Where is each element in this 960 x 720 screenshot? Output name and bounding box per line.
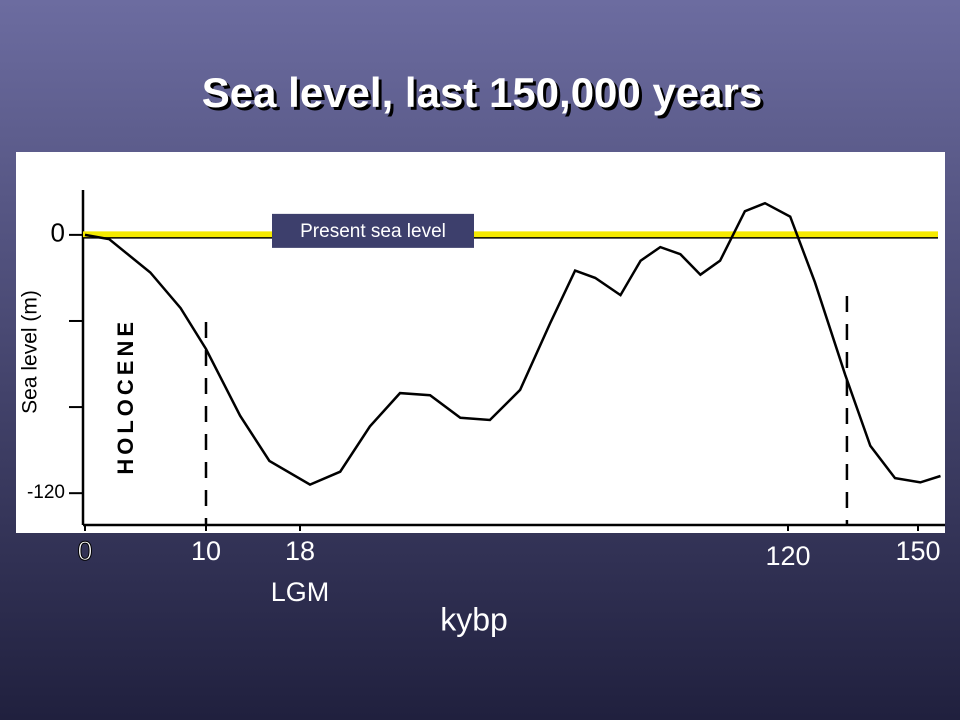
chart-title: Sea level, last 150,000 years <box>202 69 762 116</box>
label-box <box>272 213 474 248</box>
y-tick-label: -120 <box>27 482 65 503</box>
x-tick-label: 0 <box>77 536 92 566</box>
x-tick-label: 18 <box>285 536 315 566</box>
x-tick-label: 150 <box>895 536 940 566</box>
x-tick-label: 10 <box>191 536 221 566</box>
holocene-label: HOLOCENE <box>113 318 138 475</box>
title-shadow: Sea level, last 150,000 years <box>205 72 765 119</box>
y-tick-label: 0 <box>51 218 65 248</box>
x-axis-label: kybp <box>440 601 508 637</box>
reference-label: Present sea level <box>300 221 446 242</box>
lgm-label: LGM <box>271 577 330 607</box>
x-tick-label: 120 <box>765 541 810 571</box>
y-axis-label: Sea level (m) <box>19 290 42 414</box>
plot-area <box>16 152 945 533</box>
sea-level-line <box>84 201 941 486</box>
